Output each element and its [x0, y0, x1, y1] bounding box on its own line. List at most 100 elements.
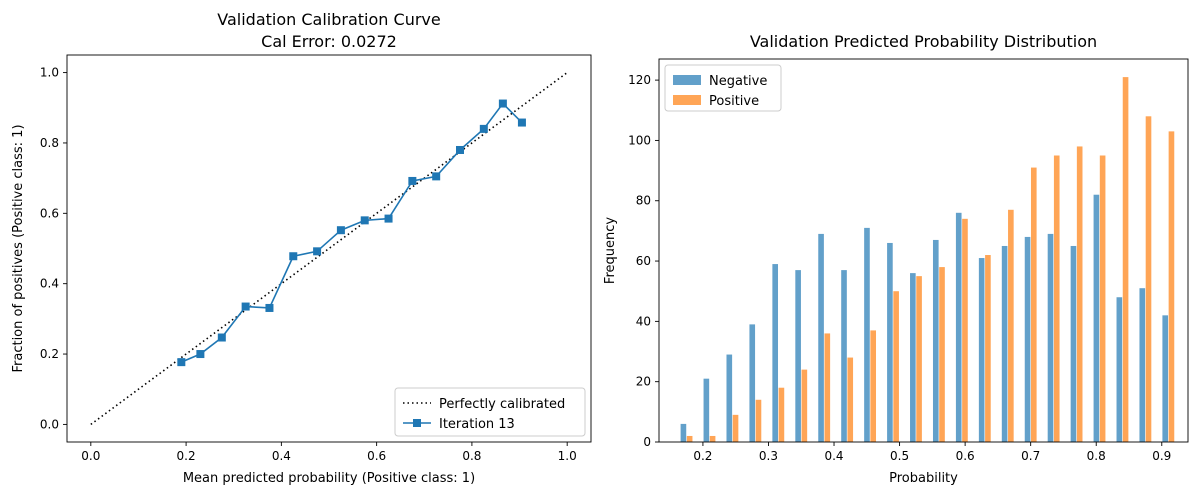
- bar-negative: [703, 378, 710, 442]
- bar-negative: [818, 233, 824, 442]
- distribution-x-tick-label: 0.7: [1021, 449, 1040, 463]
- legend-label-positive: Positive: [709, 94, 759, 109]
- bar-positive: [1099, 155, 1106, 442]
- calibration-chart-title: Validation Calibration Curve: [217, 10, 440, 29]
- bar-positive: [1008, 209, 1014, 442]
- distribution-y-tick-label: 100: [628, 133, 651, 147]
- bar-negative: [1139, 288, 1146, 442]
- bar-positive: [870, 330, 877, 442]
- calibration-legend: Perfectly calibrated Iteration 13: [394, 387, 586, 437]
- distribution-y-tick-label: 40: [636, 314, 651, 328]
- iteration-point: [289, 252, 298, 261]
- bar-positive: [824, 333, 831, 442]
- calibration-x-tick-label: 0.6: [367, 449, 386, 463]
- legend-swatch-positive: [673, 95, 701, 105]
- bar-negative: [680, 423, 687, 442]
- distribution-x-tick-label: 0.8: [1087, 449, 1106, 463]
- bar-positive: [847, 357, 854, 442]
- calibration-chart-subtitle: Cal Error: 0.0272: [261, 32, 397, 51]
- calibration-y-tick-label: 1.0: [40, 66, 59, 80]
- bar-positive: [755, 399, 762, 442]
- bar-positive: [1145, 116, 1152, 443]
- bar-positive: [916, 276, 922, 442]
- legend-swatch-iteration-marker: [413, 419, 421, 427]
- distribution-x-tick-label: 0.4: [824, 449, 843, 463]
- bar-negative: [795, 270, 801, 442]
- iteration-point: [479, 124, 488, 133]
- legend-swatch-negative: [673, 75, 701, 85]
- bar-negative: [1162, 315, 1169, 442]
- calibration-x-tick-label: 0.0: [81, 449, 100, 463]
- iteration-point: [265, 303, 274, 312]
- bar-negative: [1024, 236, 1031, 442]
- distribution-legend: Negative Positive: [664, 64, 782, 112]
- bar-negative: [955, 212, 962, 442]
- bar-positive: [801, 369, 808, 442]
- bar-negative: [887, 242, 893, 442]
- bar-negative: [749, 324, 756, 442]
- distribution-x-tick-label: 0.2: [693, 449, 712, 463]
- calibration-y-axis-label: Fraction of positives (Positive class: 1…: [11, 124, 26, 372]
- bar-negative: [726, 354, 733, 442]
- bar-negative: [1047, 233, 1054, 442]
- iteration-point: [360, 216, 369, 225]
- bar-positive: [893, 291, 899, 442]
- bar-negative: [932, 239, 939, 442]
- iteration-point: [177, 358, 186, 367]
- calibration-y-tick-label: 0.8: [40, 136, 59, 150]
- iteration-point: [517, 118, 526, 127]
- distribution-x-tick-label: 0.5: [890, 449, 909, 463]
- distribution-chart: Validation Predicted Probability Distrib…: [603, 32, 1189, 486]
- distribution-y-tick-label: 120: [628, 73, 651, 87]
- calibration-x-tick-label: 1.0: [558, 449, 577, 463]
- bar-positive: [939, 267, 945, 442]
- bar-positive: [732, 414, 739, 442]
- bar-negative: [978, 258, 985, 442]
- distribution-y-tick-label: 80: [636, 194, 651, 208]
- distribution-y-tick-label: 20: [636, 375, 651, 389]
- perfectly-calibrated-line: [90, 71, 568, 426]
- bar-positive: [686, 435, 693, 442]
- distribution-x-tick-label: 0.9: [1152, 449, 1171, 463]
- iteration-point: [456, 145, 464, 154]
- calibration-plot-frame: [66, 54, 592, 443]
- distribution-chart-title: Validation Predicted Probability Distrib…: [750, 32, 1097, 51]
- bar-positive: [1076, 146, 1083, 442]
- distribution-x-axis-label: Probability: [889, 471, 958, 486]
- legend-label-negative: Negative: [709, 74, 767, 89]
- iteration-point: [196, 350, 205, 359]
- calibration-y-tick-label: 0.0: [40, 417, 59, 431]
- bar-positive: [962, 218, 968, 442]
- calibration-legend-box: [394, 387, 586, 437]
- bar-positive: [1122, 77, 1129, 443]
- distribution-y-axis-label: Frequency: [603, 217, 618, 284]
- calibration-y-tick-label: 0.6: [40, 206, 59, 220]
- iteration-point: [432, 172, 441, 181]
- iteration-point: [384, 214, 393, 223]
- bar-negative: [772, 264, 779, 442]
- distribution-x-tick-label: 0.3: [759, 449, 778, 463]
- iteration-point: [498, 99, 507, 108]
- calibration-y-tick-label: 0.2: [40, 347, 59, 361]
- bar-positive: [1168, 131, 1175, 442]
- legend-label-perfectly-calibrated: Perfectly calibrated: [439, 397, 565, 412]
- bar-positive: [1053, 155, 1060, 442]
- calibration-chart: Validation Calibration Curve Cal Error: 0…: [11, 10, 592, 486]
- bar-negative: [1070, 245, 1077, 442]
- iteration-point: [313, 247, 322, 256]
- iteration-point: [217, 333, 226, 342]
- bar-negative: [864, 227, 870, 442]
- bar-negative: [1001, 245, 1008, 442]
- bar-negative: [841, 270, 847, 442]
- bar-positive: [778, 387, 785, 442]
- distribution-y-tick-label: 60: [636, 254, 651, 268]
- legend-label-iteration: Iteration 13: [439, 417, 515, 432]
- calibration-x-tick-label: 0.8: [462, 449, 481, 463]
- bar-negative: [910, 273, 916, 442]
- distribution-x-tick-label: 0.6: [956, 449, 975, 463]
- bar-negative: [1116, 297, 1123, 442]
- bar-positive: [709, 435, 716, 442]
- iteration-point: [241, 302, 250, 311]
- calibration-x-axis-label: Mean predicted probability (Positive cla…: [183, 471, 475, 486]
